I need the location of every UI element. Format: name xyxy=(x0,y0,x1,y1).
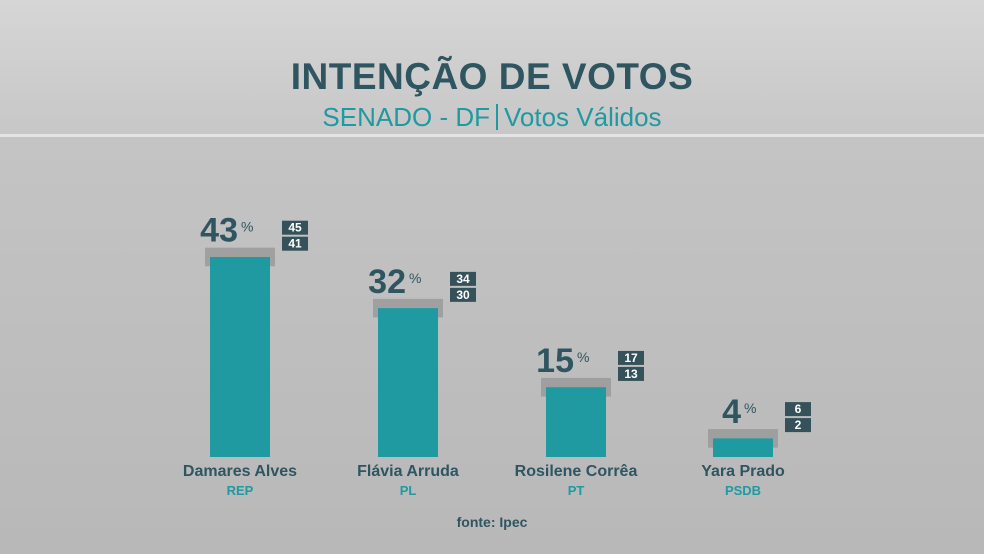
party-label: PSDB xyxy=(725,483,761,498)
bar xyxy=(378,308,438,457)
data-label: 15 xyxy=(536,342,574,380)
lower-bound-label: 2 xyxy=(795,418,802,432)
data-label: 4 xyxy=(722,393,741,431)
bar xyxy=(546,387,606,457)
lower-badge xyxy=(450,287,476,302)
bar xyxy=(713,438,773,457)
unit-label: % xyxy=(577,349,589,365)
source-note: fonte: Ipec xyxy=(456,514,528,530)
category-label: Rosilene Corrêa xyxy=(515,463,638,480)
unit-label: % xyxy=(409,270,421,286)
upper-bound-label: 45 xyxy=(288,221,302,235)
unit-label: % xyxy=(744,400,756,416)
upper-badge xyxy=(618,350,644,365)
upper-bound-label: 34 xyxy=(456,272,470,286)
lower-bound-label: 13 xyxy=(624,367,638,381)
subtitle-left: SENADO - DF xyxy=(322,102,490,132)
data-label: 43 xyxy=(200,212,238,250)
header: INTENÇÃO DE VOTOS SENADO - DF Votos Válid… xyxy=(0,0,984,137)
upper-bound-label: 17 xyxy=(624,351,638,365)
lower-bound-label: 41 xyxy=(288,237,302,251)
lower-badge xyxy=(785,418,811,433)
chart-area xyxy=(0,137,984,554)
lower-badge xyxy=(618,366,644,381)
party-label: PL xyxy=(400,483,417,498)
upper-badge xyxy=(785,402,811,417)
category-label: Yara Prado xyxy=(701,463,785,480)
lower-bound-label: 30 xyxy=(456,288,470,302)
bar xyxy=(210,257,270,457)
party-label: PT xyxy=(568,483,585,498)
data-label: 32 xyxy=(368,263,406,301)
upper-bound-label: 6 xyxy=(795,402,802,416)
category-label: Flávia Arruda xyxy=(357,463,459,480)
unit-label: % xyxy=(241,219,253,235)
party-label: REP xyxy=(227,483,254,498)
subtitle-separator xyxy=(496,104,498,130)
upper-badge xyxy=(450,271,476,286)
lower-badge xyxy=(282,236,308,251)
subtitle-right: Votos Válidos xyxy=(504,102,662,132)
category-label: Damares Alves xyxy=(183,463,297,480)
chart-subtitle: SENADO - DF Votos Válidos xyxy=(0,102,984,133)
chart-title: INTENÇÃO DE VOTOS xyxy=(290,56,694,97)
upper-badge xyxy=(282,220,308,235)
